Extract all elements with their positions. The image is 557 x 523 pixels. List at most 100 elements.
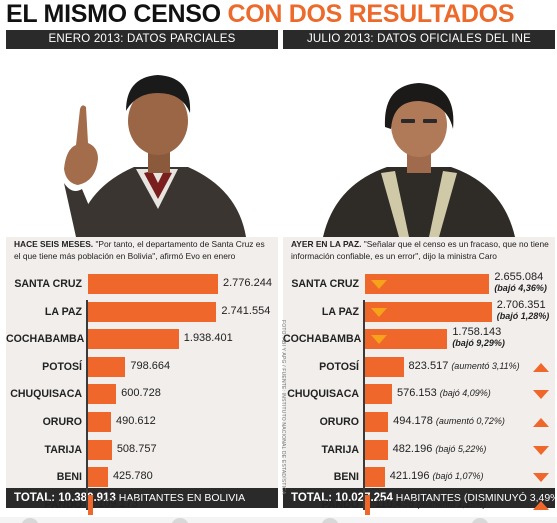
right-bar-arrow-santa-cruz (371, 280, 387, 289)
right-change-note-beni: (bajó 1,07%) (432, 471, 484, 482)
right-change-note-potosi: (aumentó 3,11%) (451, 360, 520, 371)
right-change-note-cochabamba: (bajó 9,29%) (452, 338, 505, 349)
right-bar-pando (365, 494, 371, 515)
left-value-number-potosi: 798.664 (130, 359, 171, 372)
left-axis-line (86, 300, 88, 510)
right-value-number-la-paz: 2.706.351 (496, 298, 546, 311)
left-value-oruro: 490.612 (116, 415, 156, 427)
right-bar-tarija (365, 439, 388, 460)
right-value-number-beni: 421.196 (389, 470, 430, 483)
right-value-pando: 110.436 (aumentó 1,15%) (375, 498, 486, 510)
right-bar-santa-cruz (365, 274, 490, 294)
right-category-pando: PANDO (321, 498, 359, 511)
left-value-number-oruro: 490.612 (115, 415, 156, 427)
right-up-arrow-oruro (533, 418, 549, 427)
left-panel-header: ENERO 2013: DATOS PARCIALES (6, 30, 278, 49)
left-value-la-paz: 2.741.554 (221, 305, 270, 317)
right-category-chuquisaca: CHUQUISACA (287, 388, 359, 401)
right-photo (283, 49, 555, 237)
left-bar-chuquisaca (88, 384, 117, 405)
right-value-santa-cruz: 2.655.084 (bajó 4,36%) (494, 271, 547, 293)
right-category-tarija: TARIJA (321, 443, 359, 456)
headline: EL MISMO CENSO CON DOS RESULTADOS (6, 0, 515, 28)
right-bar-oruro (365, 412, 389, 432)
right-value-number-santa-cruz: 2.655.084 (494, 271, 544, 283)
left-value-santa-cruz: 2.776.244 (223, 277, 272, 289)
left-category-chuquisaca: CHUQUISACA (10, 388, 82, 401)
left-value-number-la-paz: 2.741.554 (221, 304, 271, 317)
left-value-number-santa-cruz: 2.776.244 (223, 277, 272, 289)
left-caption: HACE SEIS MESES. "Por tanto, el departam… (14, 238, 272, 262)
left-value-chuquisaca: 600.728 (121, 387, 161, 399)
bottom-strip (0, 517, 557, 523)
left-category-la-paz: LA PAZ (44, 305, 82, 318)
right-change-note-chuquisaca: (bajó 4,09%) (439, 388, 491, 399)
left-bar-pando (88, 494, 94, 515)
left-value-tarija: 508.757 (117, 443, 157, 455)
right-category-potosi: POTOSÍ (319, 360, 359, 373)
right-value-oruro: 494.178 (aumentó 0,72%) (393, 415, 505, 427)
left-bar-la-paz (88, 301, 217, 322)
left-bar-cochabamba (88, 329, 179, 350)
right-bar-beni (365, 467, 385, 488)
right-down-arrow-beni (533, 473, 549, 483)
left-panel: ENERO 2013: DATOS PARCIALES HACE SEIS ME… (6, 30, 278, 515)
right-category-santa-cruz: SANTA CRUZ (291, 278, 359, 290)
left-caption-lead: HACE SEIS MESES. (14, 239, 94, 249)
left-category-santa-cruz: SANTA CRUZ (14, 278, 82, 290)
right-value-number-potosi: 823.517 (408, 359, 449, 372)
left-value-number-cochabamba: 1.938.401 (183, 332, 233, 345)
left-photo-illustration (6, 49, 278, 237)
photo-credit: FOTO: ABI Y APG / FUENTE: INSTITUTO NACI… (280, 320, 286, 495)
right-bar-arrow-cochabamba (371, 335, 387, 345)
right-value-tarija: 482.196 (bajó 5,22%) (393, 443, 487, 455)
right-caption-lead: AYER EN LA PAZ. (291, 239, 362, 249)
right-panel-header: JULIO 2013: DATOS OFICIALES DEL INE (283, 30, 555, 49)
left-bar-potosi (88, 356, 126, 377)
left-total-text: HABITANTES EN BOLIVIA (115, 492, 246, 504)
right-photo-illustration (283, 49, 555, 237)
right-value-number-cochabamba: 1.758.143 (452, 326, 502, 339)
left-value-number-beni: 425.780 (112, 470, 153, 483)
left-bar-beni (88, 467, 108, 488)
left-category-potosi: POTOSÍ (42, 360, 82, 373)
right-change-note-oruro: (aumentó 0,72%) (435, 416, 505, 426)
right-change-note-santa-cruz: (bajó 4,36%) (494, 283, 547, 293)
right-value-number-tarija: 482.196 (392, 442, 433, 455)
left-value-number-chuquisaca: 600.728 (121, 387, 161, 400)
left-bar-tarija (88, 439, 112, 460)
right-up-arrow-potosi (533, 362, 549, 372)
left-caption-text: "Por tanto, el departamento de Santa Cru… (14, 239, 265, 261)
right-value-number-oruro: 494.178 (393, 415, 433, 427)
right-value-potosi: 823.517 (aumentó 3,11%) (409, 360, 520, 372)
left-value-cochabamba: 1.938.401 (184, 332, 233, 344)
left-value-number-pando: 109.173 (98, 497, 138, 510)
right-value-cochabamba: 1.758.143 (bajó 9,29%) (452, 326, 505, 348)
right-change-note-tarija: (bajó 5,22%) (435, 443, 487, 454)
right-total-text: HABITANTES (DISMINUYÓ 3,49%) (392, 492, 557, 504)
left-category-beni: BENI (56, 471, 82, 484)
right-bar-cochabamba (365, 329, 448, 350)
left-value-number-tarija: 508.757 (116, 442, 157, 455)
right-down-arrow-tarija (533, 445, 549, 455)
right-bar-potosi (365, 356, 404, 377)
right-bar-la-paz (365, 301, 492, 322)
right-value-la-paz: 2.706.351 (bajó 1,28%) (497, 299, 550, 321)
right-up-arrow-pando (533, 500, 549, 510)
right-bar-arrow-la-paz (371, 307, 387, 317)
headline-part-1: EL MISMO CENSO (6, 0, 228, 28)
right-axis-line (363, 300, 365, 510)
left-value-pando: 109.173 (98, 498, 138, 510)
right-value-beni: 421.196 (bajó 1,07%) (390, 470, 484, 482)
right-caption-text: "Señalar que el censo es un fracaso, que… (291, 239, 549, 261)
right-change-note-pando: (aumentó 1,15%) (417, 498, 487, 509)
headline-part-2: CON DOS RESULTADOS (227, 0, 515, 28)
right-category-beni: BENI (333, 471, 359, 484)
right-bar-chuquisaca (365, 384, 392, 405)
right-value-number-chuquisaca: 576.153 (396, 387, 437, 400)
left-bar-oruro (88, 412, 111, 432)
right-value-number-pando: 110.436 (375, 497, 415, 510)
right-value-chuquisaca: 576.153 (bajó 4,09%) (397, 387, 491, 399)
right-category-la-paz: LA PAZ (321, 305, 359, 318)
left-value-beni: 425.780 (113, 470, 153, 482)
